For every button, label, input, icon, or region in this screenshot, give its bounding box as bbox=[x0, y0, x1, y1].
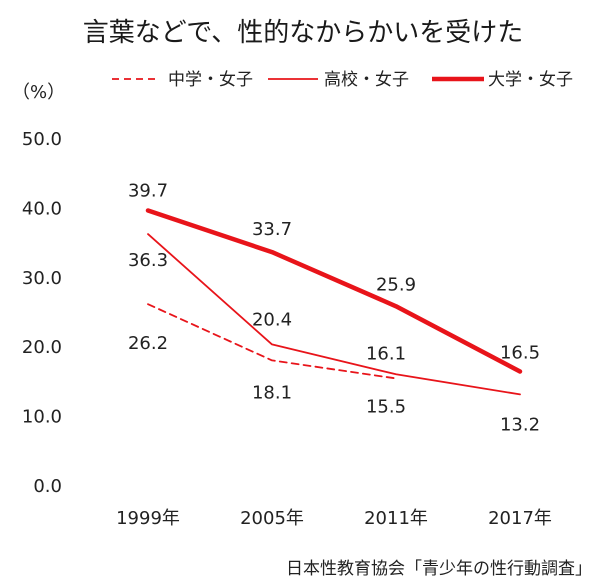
source-note: 日本性教育協会「青少年の性行動調査」 bbox=[286, 559, 592, 579]
data-label: 16.5 bbox=[500, 342, 540, 363]
y-unit-label: （%） bbox=[12, 82, 66, 103]
y-tick-label: 50.0 bbox=[22, 129, 62, 150]
data-label: 25.9 bbox=[376, 274, 416, 295]
legend-label: 中学・女子 bbox=[168, 70, 253, 90]
y-tick-label: 20.0 bbox=[22, 337, 62, 358]
legend-label: 大学・女子 bbox=[488, 70, 573, 90]
data-label: 26.2 bbox=[128, 333, 168, 354]
data-label: 13.2 bbox=[500, 414, 540, 435]
y-tick-label: 40.0 bbox=[22, 198, 62, 219]
x-tick-label: 2011年 bbox=[364, 508, 428, 529]
data-label: 33.7 bbox=[252, 219, 292, 240]
series-line-1 bbox=[147, 233, 521, 396]
y-tick-label: 30.0 bbox=[22, 268, 62, 289]
legend-label: 高校・女子 bbox=[324, 70, 409, 90]
data-label: 18.1 bbox=[252, 382, 292, 403]
x-tick-label: 1999年 bbox=[116, 508, 180, 529]
data-label: 15.5 bbox=[366, 396, 406, 417]
series-line-0 bbox=[147, 303, 397, 380]
data-label: 20.4 bbox=[252, 309, 292, 330]
y-tick-label: 0.0 bbox=[33, 476, 62, 497]
series-lines bbox=[145, 208, 523, 396]
series-line-2 bbox=[145, 208, 523, 374]
data-labels: 26.2 18.1 15.5 36.3 20.4 16.1 13.2 39.7 33.7 25.9… bbox=[128, 180, 540, 435]
y-axis-ticks: 0.0 10.0 20.0 30.0 40.0 50.0 bbox=[22, 129, 62, 497]
data-label: 16.1 bbox=[366, 343, 406, 364]
x-tick-label: 2017年 bbox=[488, 508, 552, 529]
data-label: 39.7 bbox=[128, 180, 168, 201]
legend: 中学・女子 高校・女子 大学・女子 bbox=[112, 70, 573, 90]
x-tick-label: 2005年 bbox=[240, 508, 304, 529]
y-tick-label: 10.0 bbox=[22, 407, 62, 428]
chart-title: 言葉などで、性的なからかいを受けた bbox=[82, 18, 524, 48]
data-label: 36.3 bbox=[128, 250, 168, 271]
x-axis-ticks: 1999年 2005年 2011年 2017年 bbox=[116, 508, 552, 529]
